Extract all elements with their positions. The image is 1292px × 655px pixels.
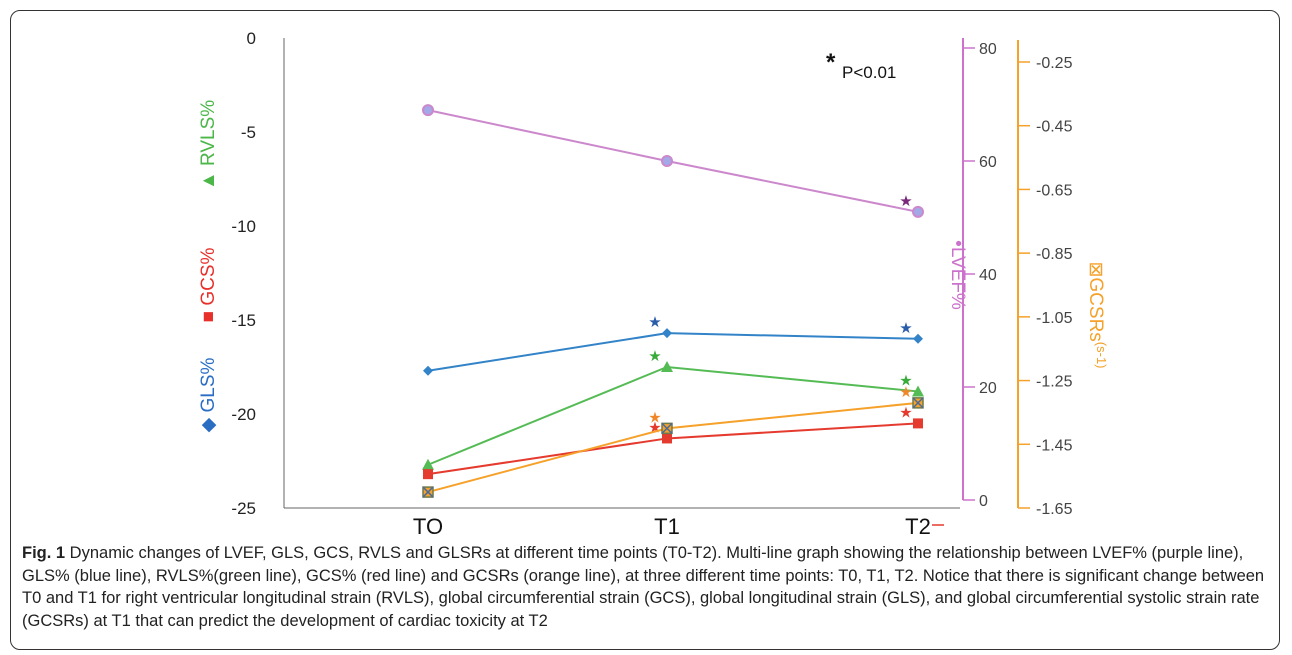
gcsrs-tick-label: -1.65 <box>1036 501 1073 518</box>
data-point-lvef <box>422 104 434 117</box>
data-point-gls <box>662 328 672 339</box>
lvef-tick-label: 80 <box>979 41 997 58</box>
left-tick-label: -25 <box>231 499 256 518</box>
gcsrs-axis-label: ⊠GCSRs(s-1) <box>1085 261 1109 368</box>
significance-marker: ★ <box>899 384 912 401</box>
caption-label: Fig. 1 <box>22 544 66 562</box>
data-point-lvef <box>912 205 924 218</box>
lvef-tick-label: 60 <box>979 154 997 171</box>
data-point-gcsrs-cross <box>422 486 434 498</box>
gcsrs-tick-label: -0.65 <box>1036 182 1073 199</box>
left-tick-label: -15 <box>231 311 256 330</box>
data-point-gcsrs-cross <box>912 397 924 409</box>
gcsrs-label-text: ⊠GCSRs <box>1085 261 1106 341</box>
left-tick-label: 0 <box>247 29 256 48</box>
data-point-gls <box>913 333 923 344</box>
caption-text: Dynamic changes of LVEF, GLS, GCS, RVLS … <box>22 544 1265 630</box>
x-tick-label: T2 <box>905 514 931 539</box>
significance-marker: ★ <box>899 193 912 210</box>
data-point-rvls <box>422 458 434 470</box>
significance-marker: ★ <box>899 372 912 389</box>
multi-line-chart: 0 -5 -10 -15 -20 -25 TO T1 T2 ▲ RVLS% ■ GCS% ◆ GLS%… <box>198 29 1109 539</box>
lvef-tick-label: 0 <box>979 493 988 510</box>
x-tick-label: T1 <box>654 514 680 539</box>
left-axis-label-gls: ◆ GLS% <box>198 357 219 432</box>
gcsrs-label-unit: (s-1) <box>1094 342 1109 369</box>
significance-marker: ★ <box>899 404 912 421</box>
left-axis-label-rvls: ▲ RVLS% <box>198 100 219 190</box>
significance-star: * <box>826 49 836 76</box>
figure-caption: Fig. 1 Dynamic changes of LVEF, GLS, GCS… <box>22 542 1267 632</box>
significance-marker: ★ <box>648 348 661 365</box>
data-point-lvef <box>661 155 673 167</box>
legend-symbol: ▲ <box>198 166 219 190</box>
gcsrs-tick-label: -1.45 <box>1036 437 1073 454</box>
lvef-tick-label: 40 <box>979 267 997 284</box>
data-point-gcsrs-cross <box>661 422 673 434</box>
legend-text: GCS% <box>198 247 219 305</box>
x-tick-label: TO <box>413 514 443 539</box>
lvef-axis-label: •LVEF% <box>947 240 968 310</box>
gcsrs-tick-label: -0.45 <box>1036 119 1073 136</box>
data-point-gcs <box>913 418 923 429</box>
series-line-gcs <box>427 422 919 476</box>
gcsrs-tick-label: -1.05 <box>1036 310 1073 327</box>
data-point-rvls <box>912 385 924 397</box>
series-line-rvls <box>427 365 919 466</box>
gcsrs-tick-label: -1.25 <box>1036 374 1073 391</box>
legend-symbol: ◆ <box>198 413 219 433</box>
figure-frame <box>10 10 1280 650</box>
left-axis-label-gcs: ■ GCS% <box>198 247 219 322</box>
data-point-gcs <box>423 469 433 480</box>
series-line-gls <box>427 332 919 372</box>
legend-symbol: ■ <box>198 306 219 323</box>
significance-marker: ★ <box>899 320 912 337</box>
significance-marker: ★ <box>648 409 661 426</box>
left-tick-label: -20 <box>231 405 256 424</box>
gcsrs-tick-label: -0.25 <box>1036 55 1073 72</box>
series-line-gcsrs <box>427 401 919 494</box>
data-point-gls <box>423 365 433 376</box>
gcsrs-tick-label: -0.85 <box>1036 246 1073 263</box>
data-point-rvls <box>661 361 673 372</box>
legend-text: RVLS% <box>198 100 219 166</box>
lvef-tick-label: 20 <box>979 380 997 397</box>
left-tick-label: -10 <box>231 217 256 236</box>
left-tick-label: -5 <box>241 123 256 142</box>
legend-text: GLS% <box>198 357 219 412</box>
data-point-gcs <box>662 433 672 444</box>
significance-marker: ★ <box>648 314 661 331</box>
significance-text: P<0.01 <box>842 63 896 82</box>
